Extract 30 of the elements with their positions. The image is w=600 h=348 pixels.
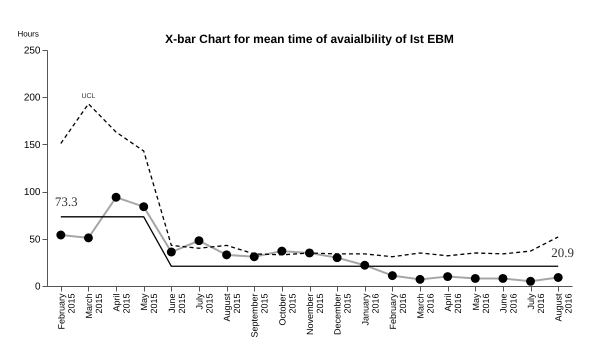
y-tick-label: 200 — [24, 92, 41, 104]
x-tick-label: April 2016 — [443, 294, 464, 314]
x-tick-label: April 2015 — [112, 294, 132, 314]
annotation: 20.9 — [551, 245, 574, 260]
x-tick-label: June 2015 — [166, 294, 187, 314]
x-tick-label: August 2016 — [554, 293, 574, 322]
x-tick-label: July 2016 — [526, 293, 546, 314]
x-tick-label: September 2015 — [250, 294, 270, 338]
x-tick-label: July 2015 — [194, 293, 214, 314]
y-tick-label: 50 — [29, 234, 41, 246]
y-tick-label: 100 — [24, 187, 41, 198]
chart-title: X-bar Chart for mean time of avaialbility of Ist EBM — [165, 32, 454, 46]
x-tick-label: December 2015 — [332, 294, 353, 336]
y-tick-label: 250 — [24, 46, 41, 56]
x-tick-label: February 2016 — [388, 293, 408, 330]
annotation: 73.3 — [54, 194, 78, 209]
x-tick-label: March 2015 — [84, 294, 104, 319]
x-tick-label: November 2015 — [305, 294, 325, 336]
x-tick-label: August 2015 — [222, 293, 242, 322]
point — [305, 248, 314, 258]
x-tick-label: June 2016 — [498, 294, 518, 314]
x-tick-label: May 2016 — [470, 293, 491, 314]
y-axis-title: Hours — [18, 30, 39, 38]
x-tick-label: May 2015 — [139, 293, 160, 314]
y-tick-label: 150 — [24, 140, 41, 151]
x-tick-label: January 2016 — [360, 293, 380, 326]
x-tick-label: March 2016 — [416, 294, 436, 319]
y-tick-label: 0 — [34, 282, 41, 292]
x-tick-label: October 2015 — [277, 294, 298, 326]
x-tick-label: February 2015 — [56, 293, 76, 330]
